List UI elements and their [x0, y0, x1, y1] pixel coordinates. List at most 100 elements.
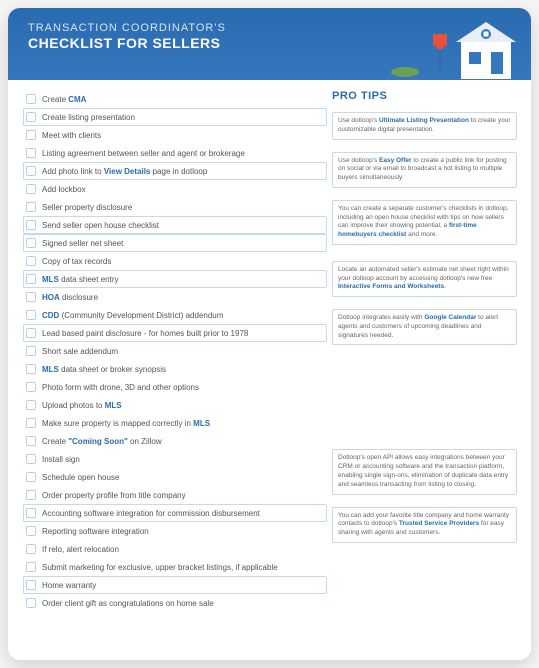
checklist-item-label: Send seller open house checklist: [42, 221, 159, 230]
checklist-item: Seller property disclosure: [26, 198, 324, 216]
checklist-item-label: Reporting software integration: [42, 527, 149, 536]
checkbox[interactable]: [26, 544, 36, 554]
checklist-item: If relo, alert relocation: [26, 540, 324, 558]
content: Create CMA Create listing presentation Mee…: [8, 80, 531, 622]
pro-tip: You can add your favorite title company …: [332, 507, 517, 543]
checklist-item-label: Meet with clients: [42, 131, 101, 140]
checkbox[interactable]: [26, 400, 36, 410]
checklist-item: Schedule open house: [26, 468, 324, 486]
checkbox[interactable]: [26, 202, 36, 212]
page: TRANSACTION COORDINATOR'S CHECKLIST FOR …: [8, 8, 531, 660]
checklist-item-label: Short sale addendum: [42, 347, 118, 356]
pro-tips-column: PRO TIPS Use dotloop's Ultimate Listing …: [332, 90, 517, 612]
checkbox[interactable]: [26, 328, 36, 338]
checkbox[interactable]: [26, 310, 36, 320]
checklist-item: Meet with clients: [26, 126, 324, 144]
checkbox[interactable]: [26, 418, 36, 428]
checkbox[interactable]: [26, 526, 36, 536]
checklist-item: Reporting software integration: [26, 522, 324, 540]
checklist-item: Signed seller net sheet: [23, 234, 327, 252]
house-illustration: [391, 14, 521, 79]
checklist-item: HOA disclosure: [26, 288, 324, 306]
checklist-item: Accounting software integration for comm…: [23, 504, 327, 522]
checkbox[interactable]: [26, 508, 36, 518]
pro-tips-heading: PRO TIPS: [332, 90, 517, 102]
checklist-item-label: Submit marketing for exclusive, upper br…: [42, 563, 278, 572]
checkbox[interactable]: [26, 238, 36, 248]
checkbox[interactable]: [26, 94, 36, 104]
checklist-item: Add photo link to View Details page in d…: [23, 162, 327, 180]
checklist-item-label: If relo, alert relocation: [42, 545, 119, 554]
checklist-item: Make sure property is mapped correctly i…: [26, 414, 324, 432]
checklist-item-label: Order property profile from title compan…: [42, 491, 186, 500]
pro-tip: Dotloop's open API allows easy integrati…: [332, 449, 517, 494]
checkbox[interactable]: [26, 256, 36, 266]
checklist-item-label: Schedule open house: [42, 473, 119, 482]
checklist-item: Create CMA: [26, 90, 324, 108]
checklist-item-label: Signed seller net sheet: [42, 239, 123, 248]
checklist-item-label: Lead based paint disclosure - for homes …: [42, 329, 248, 338]
checkbox[interactable]: [26, 292, 36, 302]
checklist-item: Submit marketing for exclusive, upper br…: [26, 558, 324, 576]
checkbox[interactable]: [26, 112, 36, 122]
checkbox[interactable]: [26, 364, 36, 374]
checklist-item: Photo form with drone, 3D and other opti…: [26, 378, 324, 396]
checklist-item: Create listing presentation: [23, 108, 327, 126]
tips-list: Use dotloop's Ultimate Listing Presentat…: [332, 112, 517, 543]
checkbox[interactable]: [26, 382, 36, 392]
checklist-item-label: MLS data sheet entry: [42, 275, 118, 284]
checkbox[interactable]: [26, 454, 36, 464]
checklist-item: MLS data sheet or broker synopsis: [26, 360, 324, 378]
checklist-item-label: Listing agreement between seller and age…: [42, 149, 245, 158]
checklist-item: Upload photos to MLS: [26, 396, 324, 414]
checklist-item-label: Seller property disclosure: [42, 203, 132, 212]
checklist-item: Home warranty: [23, 576, 327, 594]
checklist-item-label: Order client gift as congratulations on …: [42, 599, 214, 608]
checklist-item-label: Photo form with drone, 3D and other opti…: [42, 383, 199, 392]
checkbox[interactable]: [26, 130, 36, 140]
checkbox[interactable]: [26, 346, 36, 356]
checklist-item-label: CDD (Community Development District) add…: [42, 311, 223, 320]
checkbox[interactable]: [26, 562, 36, 572]
checkbox[interactable]: [26, 274, 36, 284]
checklist-item: Short sale addendum: [26, 342, 324, 360]
checklist-item: MLS data sheet entry: [23, 270, 327, 288]
checklist-item: Install sign: [26, 450, 324, 468]
checkbox[interactable]: [26, 490, 36, 500]
checklist-item: CDD (Community Development District) add…: [26, 306, 324, 324]
header: TRANSACTION COORDINATOR'S CHECKLIST FOR …: [8, 8, 531, 80]
pro-tip: Use dotloop's Ultimate Listing Presentat…: [332, 112, 517, 140]
checklist-item-label: Copy of tax records: [42, 257, 111, 266]
checkbox[interactable]: [26, 220, 36, 230]
checklist-item-label: Install sign: [42, 455, 80, 464]
checklist-item: Send seller open house checklist: [23, 216, 327, 234]
checklist-item-label: Create "Coming Soon" on Zillow: [42, 437, 162, 446]
checkbox[interactable]: [26, 148, 36, 158]
checklist: Create CMA Create listing presentation Mee…: [26, 90, 324, 612]
checkbox[interactable]: [26, 580, 36, 590]
checklist-item-label: HOA disclosure: [42, 293, 98, 302]
checklist-item-label: MLS data sheet or broker synopsis: [42, 365, 166, 374]
pro-tip: Dotloop integrates easily with Google Ca…: [332, 309, 517, 345]
checkbox[interactable]: [26, 472, 36, 482]
checklist-item: Add lockbox: [26, 180, 324, 198]
checklist-item: Order client gift as congratulations on …: [26, 594, 324, 612]
checklist-item-label: Create listing presentation: [42, 113, 135, 122]
checklist-item: Listing agreement between seller and age…: [26, 144, 324, 162]
pro-tip: Use dotloop's Easy Offer to create a pub…: [332, 152, 517, 188]
checkbox[interactable]: [26, 184, 36, 194]
pro-tip: Locate an automated seller's estimate ne…: [332, 261, 517, 297]
checklist-item: Order property profile from title compan…: [26, 486, 324, 504]
checklist-item-label: Add photo link to View Details page in d…: [42, 167, 207, 176]
checklist-item-label: Create CMA: [42, 95, 86, 104]
checklist-item-label: Home warranty: [42, 581, 96, 590]
checkbox[interactable]: [26, 436, 36, 446]
checklist-item: Copy of tax records: [26, 252, 324, 270]
pro-tip: You can create a separate customer's che…: [332, 200, 517, 245]
checklist-item: Lead based paint disclosure - for homes …: [23, 324, 327, 342]
checkbox[interactable]: [26, 598, 36, 608]
checklist-item-label: Accounting software integration for comm…: [42, 509, 260, 518]
checkbox[interactable]: [26, 166, 36, 176]
checklist-item-label: Make sure property is mapped correctly i…: [42, 419, 210, 428]
checklist-item-label: Upload photos to MLS: [42, 401, 122, 410]
